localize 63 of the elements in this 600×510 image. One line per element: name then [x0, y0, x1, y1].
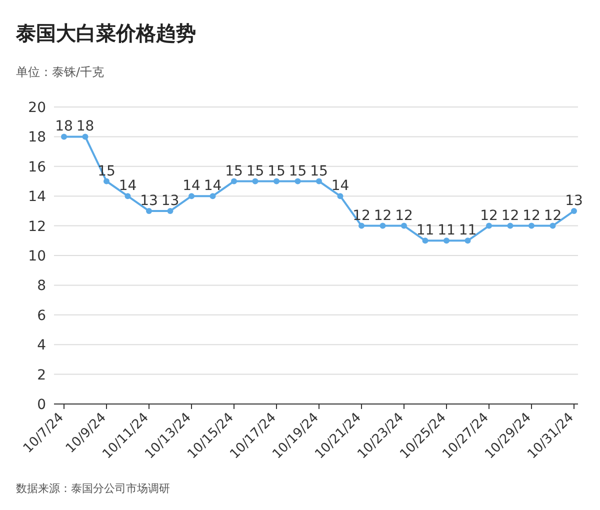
data-label: 15: [268, 163, 286, 180]
y-tick-label: 20: [28, 100, 46, 116]
data-label: 12: [501, 208, 520, 224]
point: [167, 208, 174, 214]
point: [464, 238, 471, 244]
y-tick-label: 18: [28, 130, 46, 146]
point: [422, 238, 428, 244]
y-tick-label: 12: [28, 218, 46, 235]
point: [252, 178, 258, 184]
source-note: 数据来源：泰国分公司市场调研: [16, 482, 170, 495]
data-label: 14: [118, 178, 137, 194]
data-label: 14: [182, 178, 200, 194]
y-tick-label: 4: [37, 338, 46, 354]
data-label: 14: [331, 178, 350, 194]
y-tick-label: 14: [28, 189, 46, 206]
data-label: 11: [438, 222, 456, 239]
data-label: 15: [225, 163, 243, 180]
point: [571, 208, 577, 214]
data-label: 13: [140, 192, 158, 209]
point: [486, 222, 492, 229]
data-label: 15: [288, 163, 307, 180]
point: [337, 193, 344, 200]
data-label: 11: [416, 222, 434, 239]
point: [274, 178, 280, 184]
y-tick-label: 10: [28, 248, 46, 264]
data-label: 15: [246, 163, 264, 180]
point: [358, 222, 364, 229]
point: [444, 238, 450, 244]
point: [380, 222, 386, 229]
data-label: 12: [352, 208, 370, 224]
point: [294, 178, 301, 184]
data-label: 12: [522, 208, 540, 224]
data-label: 12: [544, 208, 562, 224]
y-tick-label: 16: [28, 159, 46, 176]
data-label: 15: [310, 163, 328, 180]
chart-subtitle: 单位：泰铢/千克: [16, 65, 104, 79]
point: [104, 178, 110, 184]
data-label: 11: [458, 222, 477, 239]
point: [316, 178, 322, 184]
data-label: 14: [204, 178, 222, 194]
data-label: 18: [76, 118, 94, 135]
y-tick-label: 8: [37, 278, 46, 294]
data-label: 12: [480, 208, 498, 224]
point: [61, 134, 67, 140]
point: [124, 193, 131, 200]
point: [82, 134, 88, 140]
data-label: 18: [55, 118, 73, 135]
data-label: 13: [565, 192, 583, 209]
y-tick-label: 6: [37, 308, 46, 324]
point: [231, 178, 237, 184]
y-tick-label: 2: [37, 367, 46, 384]
data-label: 12: [374, 208, 392, 224]
point: [210, 193, 216, 200]
data-label: 12: [395, 208, 413, 224]
point: [188, 193, 194, 200]
chart-title: 泰国大白菜价格趋势: [15, 21, 196, 45]
point: [146, 208, 152, 214]
y-tick-label: 0: [37, 397, 46, 413]
point: [550, 222, 556, 229]
point: [507, 222, 514, 229]
data-label: 13: [161, 192, 180, 209]
point: [401, 222, 407, 229]
point: [528, 222, 534, 229]
